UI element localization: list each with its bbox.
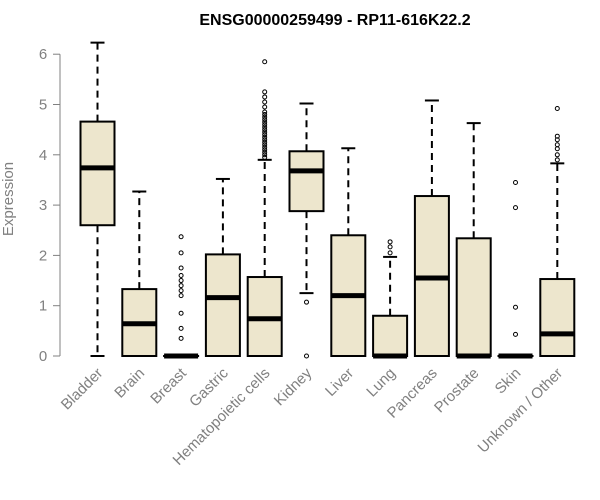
outlier-point	[262, 112, 268, 118]
outlier-point	[554, 157, 560, 163]
iqr-box	[372, 314, 409, 358]
x-tick-label: Skin	[492, 365, 525, 398]
outlier-point	[387, 244, 393, 250]
outlier-point	[262, 152, 268, 158]
iqr-box	[288, 150, 325, 213]
x-tick-label: Lung	[363, 365, 399, 401]
outlier-point	[262, 104, 268, 110]
outlier-point	[554, 152, 560, 158]
outlier-point	[178, 310, 184, 316]
y-tick-label: 5	[39, 97, 47, 114]
chart-title: ENSG00000259499 - RP11-616K22.2	[199, 12, 470, 29]
outlier-point	[262, 139, 268, 145]
y-tick-label: 6	[39, 46, 47, 63]
y-tick-label: 1	[39, 298, 47, 315]
outlier-point	[304, 299, 309, 305]
box-brain	[121, 190, 158, 358]
outlier-point	[178, 250, 184, 256]
outlier-point	[262, 99, 268, 105]
outlier-point	[178, 283, 184, 289]
outlier-point	[262, 137, 268, 143]
outlier-point	[178, 335, 184, 341]
y-axis-label: Expression	[0, 162, 17, 236]
outlier-point	[262, 127, 268, 133]
outlier-point	[262, 124, 268, 130]
box-hematopoietic-cells	[246, 59, 283, 357]
x-tick-label: Prostate	[431, 365, 483, 417]
outlier-point	[178, 288, 184, 294]
outlier-point	[262, 89, 268, 95]
outlier-point	[262, 147, 268, 153]
box-lung	[372, 239, 409, 359]
box-pancreas	[413, 99, 450, 357]
y-tick-label: 4	[39, 147, 47, 164]
y-tick-label: 0	[39, 348, 47, 365]
x-tick-label: Kidney	[271, 364, 316, 409]
outlier-point	[304, 353, 309, 359]
outlier-point	[262, 117, 268, 123]
outlier-point	[262, 149, 268, 155]
box-bladder	[79, 41, 116, 357]
iqr-box	[539, 278, 576, 357]
iqr-box	[79, 120, 116, 227]
outlier-point	[554, 142, 560, 148]
outlier-point	[178, 325, 184, 331]
box-prostate	[455, 122, 492, 359]
outlier-point	[262, 119, 268, 125]
outlier-point	[513, 205, 518, 211]
outlier-point	[387, 250, 393, 256]
outlier-point	[513, 179, 518, 185]
outlier-point	[262, 144, 268, 150]
outlier-point	[178, 293, 184, 299]
outlier-point	[262, 94, 268, 100]
x-tick-label: Liver	[322, 365, 357, 400]
x-tick-label: Bladder	[58, 365, 107, 414]
outlier-point	[554, 133, 560, 139]
box-gastric	[204, 177, 241, 357]
outlier-point	[262, 154, 268, 160]
outlier-point	[262, 114, 268, 120]
outlier-point	[262, 134, 268, 140]
outlier-point	[554, 106, 560, 112]
outlier-point	[262, 129, 268, 135]
outlier-point	[554, 146, 560, 152]
outlier-point	[178, 273, 184, 279]
box-breast	[163, 234, 200, 359]
box-kidney	[288, 102, 325, 359]
box-series	[79, 41, 576, 359]
y-axis: 0 1 2 3 4 5 6	[39, 46, 61, 365]
outlier-point	[262, 142, 268, 148]
outlier-point	[262, 122, 268, 128]
outlier-point	[387, 239, 393, 245]
iqr-box	[204, 253, 241, 357]
outlier-point	[262, 132, 268, 138]
outlier-point	[513, 304, 518, 310]
x-tick-label: Brain	[111, 365, 148, 402]
outlier-point	[513, 331, 518, 337]
outlier-point	[178, 234, 184, 240]
y-tick-label: 2	[39, 247, 47, 264]
y-tick-label: 3	[39, 197, 47, 214]
x-tick-label: Breast	[147, 364, 190, 407]
outlier-point	[178, 265, 184, 271]
outlier-point	[262, 109, 268, 115]
outlier-point	[178, 278, 184, 284]
box-skin	[497, 179, 534, 359]
box-unknown-other	[539, 106, 576, 357]
iqr-box	[455, 237, 492, 358]
box-liver	[330, 147, 367, 357]
outlier-point	[262, 59, 268, 65]
